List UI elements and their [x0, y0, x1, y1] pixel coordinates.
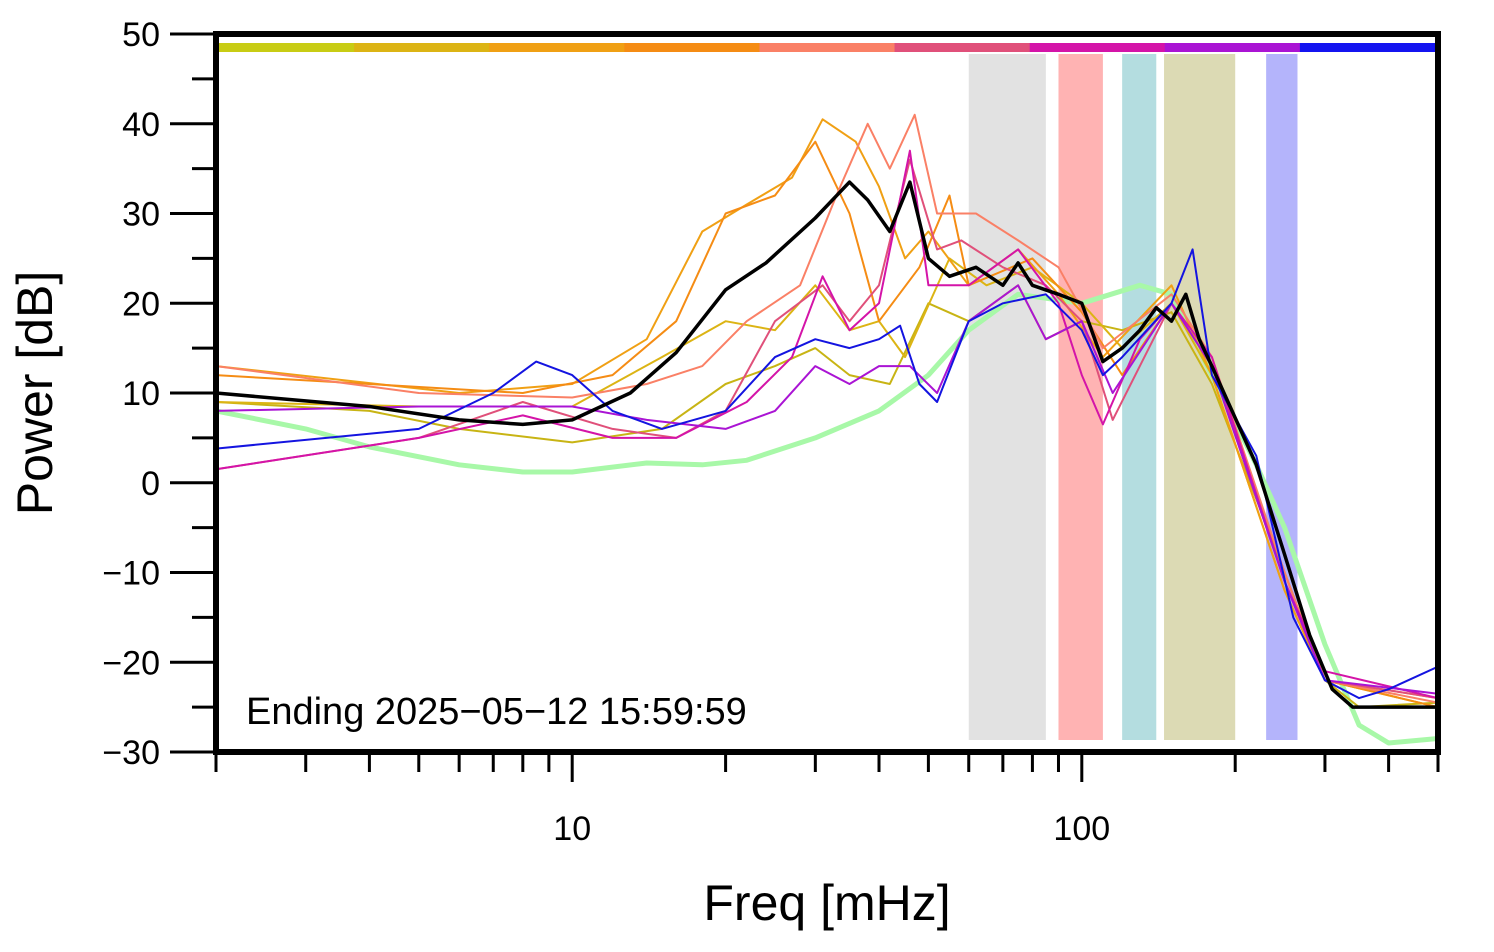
- y-tick-label: 40: [122, 106, 160, 144]
- x-axis-title: Freq [mHz]: [703, 875, 950, 931]
- band-1: [1058, 54, 1103, 740]
- y-tick-label: 20: [122, 285, 160, 323]
- plot-frame: [213, 31, 1441, 755]
- series-line-8: [216, 284, 1438, 695]
- y-tick-label: 10: [122, 375, 160, 413]
- band-4: [1266, 54, 1298, 740]
- series-line-6: [216, 158, 1438, 700]
- x-axis: 10 100: [214, 752, 1440, 848]
- strip-segment-2: [489, 43, 625, 52]
- series-line-10: [216, 180, 1438, 709]
- y-axis: −30 −20 −10 0 10 20 30 40 50: [102, 16, 216, 772]
- y-tick-label: 50: [122, 16, 160, 54]
- strip-segment-6: [1029, 43, 1166, 52]
- x-tick-label: 10: [553, 810, 591, 848]
- strip-segment-7: [1164, 43, 1301, 52]
- frequency-bands: [968, 54, 1298, 740]
- band-2: [1122, 54, 1157, 740]
- strip-segment-8: [1299, 43, 1436, 52]
- y-tick-label: 0: [141, 465, 160, 503]
- series-line-2: [216, 257, 1438, 709]
- strip-segment-3: [624, 43, 760, 52]
- y-axis-title: Power [dB]: [7, 271, 63, 516]
- strip-segment-5: [894, 43, 1031, 52]
- series-line-1: [216, 284, 1438, 709]
- spectrum-lines: [216, 113, 1438, 746]
- series-line-0: [216, 282, 1438, 746]
- strip-segment-4: [759, 43, 896, 52]
- series-line-7: [216, 149, 1438, 700]
- y-tick-label: −10: [102, 555, 160, 593]
- ending-timestamp: Ending 2025−05−12 15:59:59: [246, 691, 747, 733]
- y-tick-label: −30: [102, 734, 160, 772]
- series-line-5: [216, 113, 1438, 704]
- time-color-strip: [219, 43, 1436, 52]
- x-tick-label: 100: [1053, 810, 1110, 848]
- strip-segment-1: [354, 43, 490, 52]
- y-tick-label: 30: [122, 196, 160, 234]
- series-line-4: [216, 140, 1438, 709]
- y-tick-label: −20: [102, 644, 160, 682]
- strip-segment-0: [219, 43, 355, 52]
- series-line-9: [216, 248, 1438, 700]
- band-0: [968, 54, 1046, 740]
